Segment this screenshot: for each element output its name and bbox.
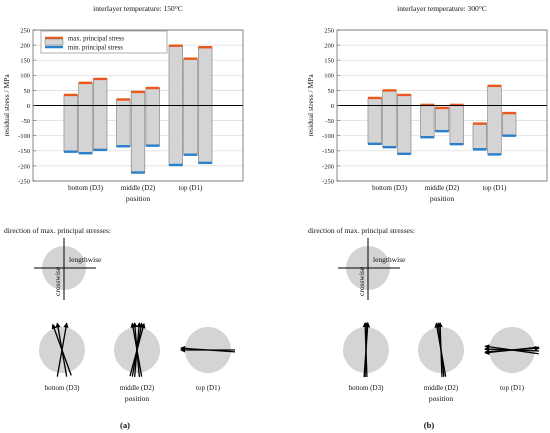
stress-direction-arrow — [363, 322, 371, 377]
direction-title: direction of max. principal stresses: — [308, 226, 415, 235]
y-tick-label: -50 — [325, 118, 334, 125]
direction-panel-1 — [34, 238, 235, 377]
panel-label: (a) — [120, 420, 130, 430]
circle-label: middle (D2) — [120, 384, 155, 392]
y-tick-label: 150 — [20, 58, 30, 65]
y-tick-label: -250 — [18, 178, 30, 185]
bar-chart-2 — [336, 29, 548, 182]
y-tick-label: 50 — [328, 88, 335, 95]
stress-direction-arrow — [437, 321, 443, 378]
legend-box — [40, 30, 168, 54]
y-tick-label: 150 — [324, 58, 334, 65]
direction-title: direction of max. principal stresses: — [4, 226, 111, 235]
bar — [130, 91, 146, 173]
x-tick-label: top (D1) — [179, 184, 204, 192]
bar — [116, 99, 131, 147]
circle-label: bottom (D3) — [349, 384, 384, 392]
y-tick-label: 50 — [24, 88, 31, 95]
bar — [367, 97, 382, 145]
bar — [502, 112, 517, 137]
direction-x-label: position — [429, 394, 453, 403]
stress-direction-arrow — [56, 322, 69, 377]
bar — [420, 104, 435, 138]
crosswise-label: crosswise — [53, 266, 62, 296]
stress-direction-arrow — [485, 345, 540, 353]
y-tick-label: -200 — [322, 163, 334, 170]
y-tick-label: -50 — [21, 118, 30, 125]
x-tick-label: bottom (D3) — [68, 184, 103, 192]
lengthwise-label: lengthwise — [69, 255, 102, 264]
crosswise-label: crosswise — [357, 266, 366, 296]
legend-swatch-bar — [44, 38, 64, 46]
bar — [93, 78, 108, 151]
y-tick-label: -100 — [322, 133, 334, 140]
lengthwise-label: lengthwise — [373, 255, 406, 264]
y-axis-label: residual stress / MPa — [306, 74, 315, 137]
x-tick-label: middle (D2) — [121, 184, 156, 192]
y-tick-label: 200 — [324, 43, 334, 50]
x-tick-label: middle (D2) — [425, 184, 460, 192]
y-tick-label: 200 — [20, 43, 30, 50]
y-tick-label: 0 — [331, 103, 334, 110]
chart-title: interlayer temperature: 300°C — [397, 4, 487, 13]
bar — [434, 107, 450, 132]
bar — [449, 104, 464, 145]
y-axis-label: residual stress / MPa — [2, 74, 11, 137]
bar-chart-1 — [32, 29, 244, 182]
y-tick-label: 0 — [27, 103, 30, 110]
x-axis-label: position — [126, 194, 150, 203]
bar — [382, 90, 397, 148]
circle-label: bottom (D3) — [45, 384, 80, 392]
y-tick-label: -100 — [18, 133, 30, 140]
bar — [63, 94, 78, 153]
y-tick-label: 100 — [324, 73, 334, 80]
y-tick-label: -150 — [322, 148, 334, 155]
circle-label: top (D1) — [196, 384, 221, 392]
x-axis-label: position — [430, 194, 454, 203]
bar — [78, 82, 93, 154]
circle-label: top (D1) — [500, 384, 525, 392]
chart-title: interlayer temperature: 150°C — [93, 4, 183, 13]
direction-x-label: position — [125, 394, 149, 403]
circle-label: middle (D2) — [424, 384, 459, 392]
y-tick-label: -200 — [18, 163, 30, 170]
bar — [183, 58, 198, 156]
legend-label: max. principal stress — [68, 35, 124, 42]
y-tick-label: 100 — [20, 73, 30, 80]
legend-label: min. principal stress — [68, 44, 123, 51]
y-tick-label: -150 — [18, 148, 30, 155]
panel-label: (b) — [424, 420, 435, 430]
y-tick-label: 250 — [324, 27, 334, 34]
direction-panel-2 — [338, 238, 540, 378]
bar — [487, 85, 502, 155]
y-tick-label: 250 — [20, 27, 30, 34]
bar — [145, 87, 160, 146]
bar — [397, 94, 412, 155]
x-tick-label: bottom (D3) — [372, 184, 407, 192]
stress-direction-arrow — [129, 322, 146, 377]
x-tick-label: top (D1) — [483, 184, 508, 192]
bar — [472, 123, 487, 150]
y-tick-label: -250 — [322, 178, 334, 185]
